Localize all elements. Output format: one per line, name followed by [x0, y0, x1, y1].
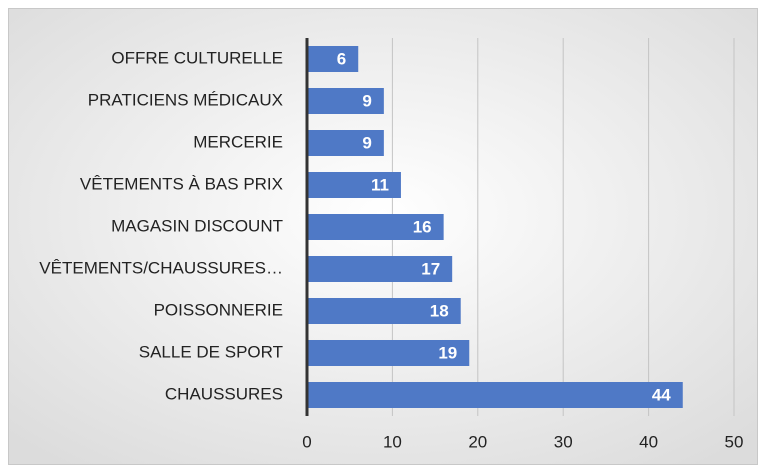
x-tick-label: 30 [554, 432, 573, 451]
data-label: 18 [430, 301, 449, 320]
data-label: 9 [362, 133, 371, 152]
bar [307, 298, 461, 324]
data-label: 16 [413, 217, 432, 236]
x-tick-label: 50 [725, 432, 744, 451]
bar [307, 46, 359, 72]
bar [307, 130, 384, 156]
bar [307, 382, 683, 408]
bar [307, 88, 384, 114]
x-tick-label: 20 [468, 432, 487, 451]
data-label: 9 [362, 91, 371, 110]
y-tick-label: MERCERIE [193, 132, 283, 151]
bar [307, 172, 401, 198]
data-label: 11 [371, 175, 389, 194]
data-label: 44 [652, 385, 671, 404]
y-tick-label: VÊTEMENTS/CHAUSSURES… [39, 258, 283, 277]
y-tick-label: POISSONNERIE [154, 300, 283, 319]
data-label: 6 [337, 49, 346, 68]
y-tick-label: PRATICIENS MÉDICAUX [88, 90, 283, 109]
y-tick-label: VÊTEMENTS À BAS PRIX [80, 174, 283, 193]
bar [307, 214, 444, 240]
data-label: 17 [421, 259, 440, 278]
bar [307, 340, 470, 366]
y-tick-label: CHAUSSURES [165, 384, 283, 403]
x-tick-label: 10 [383, 432, 402, 451]
y-tick-label: OFFRE CULTURELLE [111, 48, 283, 67]
y-tick-label: MAGASIN DISCOUNT [111, 216, 283, 235]
x-tick-label: 40 [639, 432, 658, 451]
x-tick-label: 0 [302, 432, 311, 451]
data-label: 19 [438, 343, 457, 362]
y-tick-label: SALLE DE SPORT [139, 342, 283, 361]
bar [307, 256, 453, 282]
